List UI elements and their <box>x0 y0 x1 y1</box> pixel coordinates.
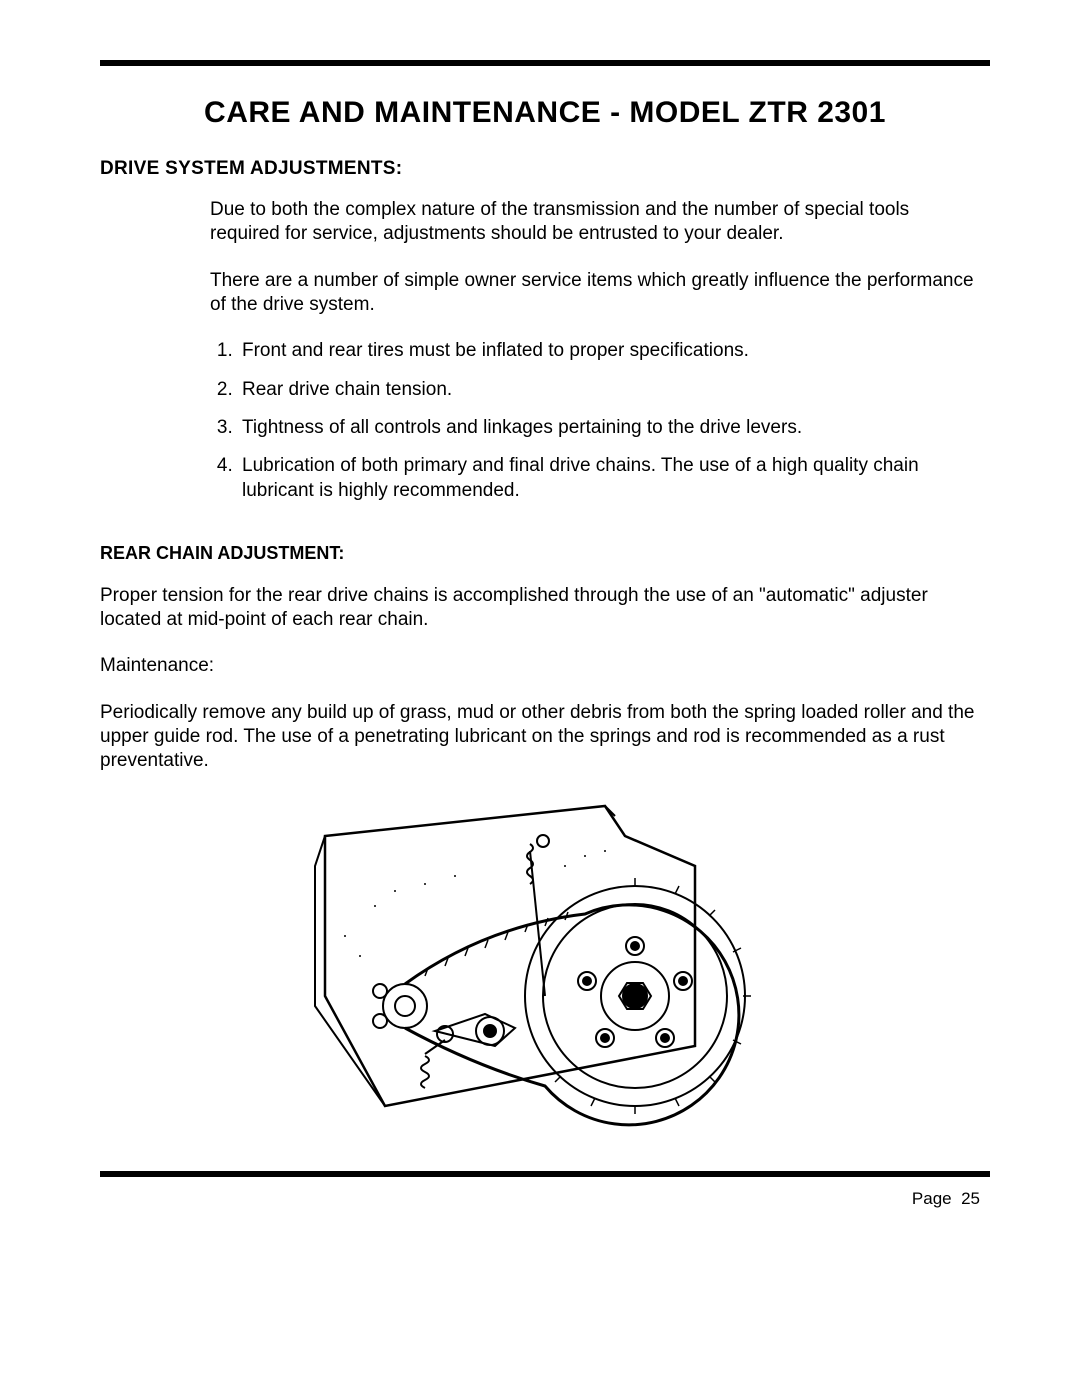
service-item: Tightness of all controls and linkages p… <box>238 416 980 440</box>
rear-chain-para2: Periodically remove any build up of gras… <box>100 701 990 774</box>
service-item: Rear drive chain tension. <box>238 378 980 402</box>
service-item: Front and rear tires must be inflated to… <box>238 339 980 363</box>
top-rule <box>100 60 990 66</box>
service-item: Lubrication of both primary and final dr… <box>238 454 980 503</box>
footer-number: 25 <box>961 1189 980 1208</box>
maintenance-label: Maintenance: <box>100 654 990 678</box>
bottom-rule <box>100 1171 990 1177</box>
page-title: CARE AND MAINTENANCE - MODEL ZTR 2301 <box>100 96 990 130</box>
footer-label: Page <box>912 1189 952 1208</box>
service-items-list: Front and rear tires must be inflated to… <box>210 339 980 503</box>
rear-chain-para1: Proper tension for the rear drive chains… <box>100 584 990 633</box>
drive-system-heading: DRIVE SYSTEM ADJUSTMENTS: <box>100 158 990 180</box>
rear-chain-heading: REAR CHAIN ADJUSTMENT: <box>100 543 990 564</box>
drive-system-para1: Due to both the complex nature of the tr… <box>210 198 980 247</box>
page-footer: Page 25 <box>100 1189 990 1209</box>
rear-chain-diagram <box>285 796 805 1156</box>
drive-system-para2: There are a number of simple owner servi… <box>210 269 980 318</box>
